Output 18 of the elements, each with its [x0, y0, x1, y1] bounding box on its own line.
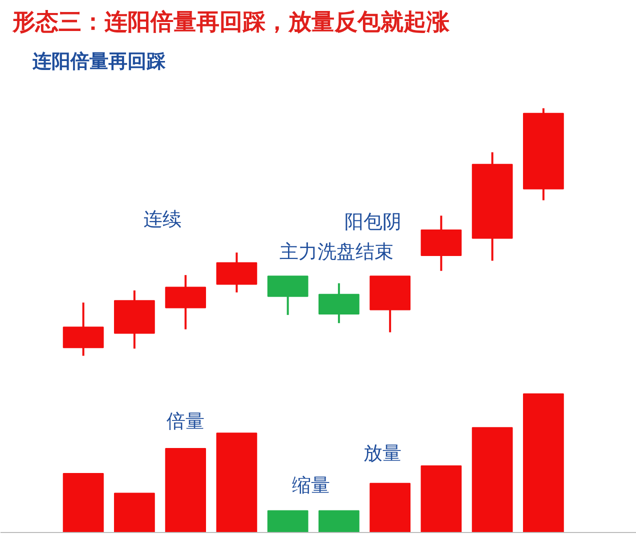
- bar: [472, 427, 513, 532]
- bar: [216, 432, 258, 532]
- bar: [318, 510, 360, 532]
- bar: [114, 492, 155, 532]
- chart-title: 形态三：连阳倍量再回踩，放量反包就起涨: [12, 10, 450, 36]
- annotation: 连续: [144, 208, 182, 231]
- bar: [370, 482, 411, 532]
- bar: [165, 448, 206, 532]
- annotation: 放量: [363, 442, 402, 464]
- annotation: 倍量: [166, 410, 205, 433]
- bar: [267, 510, 308, 532]
- annotation: 阳包阴: [344, 211, 402, 234]
- annotation: 缩量: [292, 474, 330, 496]
- chart-subtitle: 连阳倍量再回踩: [32, 50, 166, 72]
- bar: [420, 465, 462, 532]
- annotation: 主力洗盘结束: [279, 240, 394, 263]
- bar: [62, 473, 104, 532]
- bar: [523, 393, 564, 532]
